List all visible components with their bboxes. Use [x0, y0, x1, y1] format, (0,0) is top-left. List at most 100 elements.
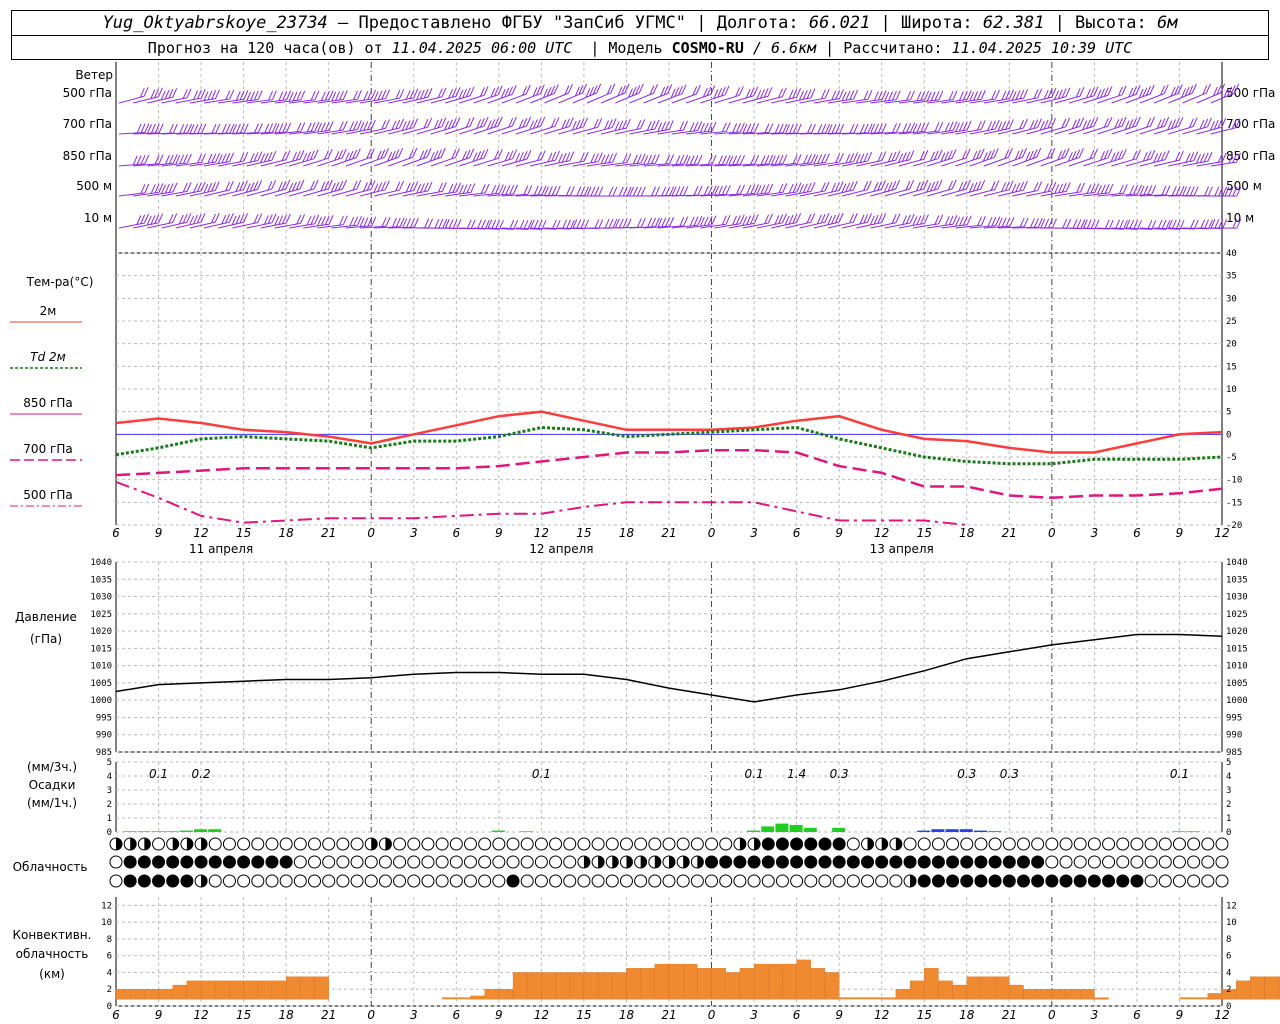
wind-barb-feather: [323, 150, 329, 160]
wind-barb: [601, 162, 627, 167]
cloud-circle: [1016, 837, 1030, 851]
x-tick-label-bottom: 6: [452, 1008, 460, 1022]
wind-barb-feather: [962, 180, 968, 191]
wind-barb-feather: [991, 90, 997, 100]
cloud-circle: [960, 855, 974, 869]
cloud-circle-half: [116, 838, 122, 850]
wind-barb-feather: [657, 122, 663, 132]
wind-barb-feather: [636, 218, 642, 228]
x-tick-label: 18: [619, 526, 635, 540]
wind-barb-feather: [683, 186, 689, 196]
wind-barb-feather: [426, 147, 432, 158]
cloud-circle: [988, 837, 1002, 851]
cloud-circle: [492, 855, 506, 869]
wind-barb: [714, 94, 740, 104]
y-tick-right: -5: [1226, 453, 1237, 463]
wind-barb-feather: [1008, 180, 1014, 190]
wind-barb-feather: [140, 214, 146, 224]
wind-barb-feather: [976, 120, 982, 131]
wind-barb-feather: [419, 89, 425, 100]
cloud-circle: [931, 874, 945, 888]
wind-barb-feather: [624, 83, 630, 94]
y-tick-right: 1010: [1226, 662, 1248, 672]
wind-barb-feather: [806, 154, 812, 164]
wind-barb-feather: [750, 123, 756, 133]
wind-barb-feather: [669, 154, 674, 164]
wind-barb-feather: [172, 182, 178, 193]
x-tick-label-bottom: 0: [708, 1008, 716, 1022]
wind-barb-feather: [736, 184, 742, 195]
wind-barb-feather: [537, 185, 543, 196]
wind-barb-feather: [511, 116, 517, 127]
wind-barb-feather: [484, 183, 490, 194]
wind-barb-feather: [490, 119, 496, 129]
cloud-circle: [421, 837, 435, 851]
cloud-circle: [577, 837, 591, 851]
wind-barb: [501, 125, 527, 135]
wind-barb-feather: [1103, 149, 1109, 160]
y-tick-right: 30: [1226, 294, 1237, 304]
wind-barb: [374, 127, 400, 135]
wind-barb-feather: [1037, 181, 1043, 191]
wind-barb-feather: [976, 149, 981, 160]
wind-barb: [515, 159, 542, 167]
wind-barb-feather: [622, 186, 628, 197]
wind-barb-feather: [870, 123, 876, 134]
wind-barb: [955, 157, 981, 167]
wind-barb: [1210, 92, 1235, 104]
x-tick-label: 9: [835, 526, 843, 540]
wind-barb-feather: [544, 186, 549, 196]
cloud-circle: [1102, 855, 1116, 869]
x-tick-label: 15: [236, 526, 251, 540]
wind-barb-feather: [1037, 218, 1043, 228]
y-tick-right: 15: [1226, 362, 1237, 372]
wind-barb: [714, 163, 741, 167]
wind-barb-feather: [373, 183, 379, 193]
wind-barb-feather: [689, 216, 695, 227]
wind-barb-feather: [845, 90, 851, 101]
wind-barb: [1097, 227, 1124, 230]
x-tick-label: 3: [1091, 526, 1099, 540]
wind-barb: [870, 99, 897, 104]
wind-barb-feather: [480, 184, 486, 194]
wind-barb: [1054, 156, 1080, 167]
cloud-circle-half: [583, 856, 590, 868]
wind-barb-feather: [1001, 120, 1007, 131]
wind-barb-feather: [1044, 218, 1050, 228]
wind-barb-feather: [444, 219, 450, 229]
wind-barb-feather: [1193, 186, 1199, 196]
wind-barb-feather: [1139, 185, 1145, 196]
cloud-circle: [421, 874, 435, 888]
wind-barb-feather: [288, 182, 294, 193]
wind-barb: [643, 163, 670, 167]
wind-barb: [898, 188, 925, 197]
wind-barb-feather: [693, 216, 699, 226]
wind-barb-feather: [887, 181, 893, 192]
wind-barb-feather: [300, 122, 306, 132]
wind-barb-feather: [231, 215, 237, 226]
x-tick-label: 6: [1133, 526, 1141, 540]
cloud-circle: [1045, 855, 1059, 869]
wind-barb-feather: [640, 218, 646, 228]
wind-barb-feather: [626, 218, 632, 228]
cloud-circle: [1116, 874, 1130, 888]
wind-barb: [246, 188, 272, 197]
wind-barb: [1040, 126, 1066, 135]
wind-barb: [147, 191, 174, 197]
wind-barb-feather: [409, 119, 415, 129]
cloud-circle: [393, 855, 407, 869]
wind-barb-feather: [179, 154, 185, 165]
wind-barb-feather: [835, 90, 841, 100]
wind-barb-feather: [569, 219, 575, 230]
cloud-circle: [265, 874, 279, 888]
cloud-circle: [1158, 837, 1172, 851]
wind-barb-feather: [796, 154, 802, 164]
wind-barb-feather: [342, 120, 348, 131]
wind-barb-feather: [569, 151, 575, 161]
x-tick-label: 6: [452, 526, 460, 540]
convective-unit: (км): [39, 967, 65, 981]
cloud-circle: [308, 855, 322, 869]
wind-barb-feather: [470, 183, 476, 193]
wind-barb-feather: [1114, 151, 1120, 161]
x-tick-label-bottom: 9: [1176, 1008, 1184, 1022]
